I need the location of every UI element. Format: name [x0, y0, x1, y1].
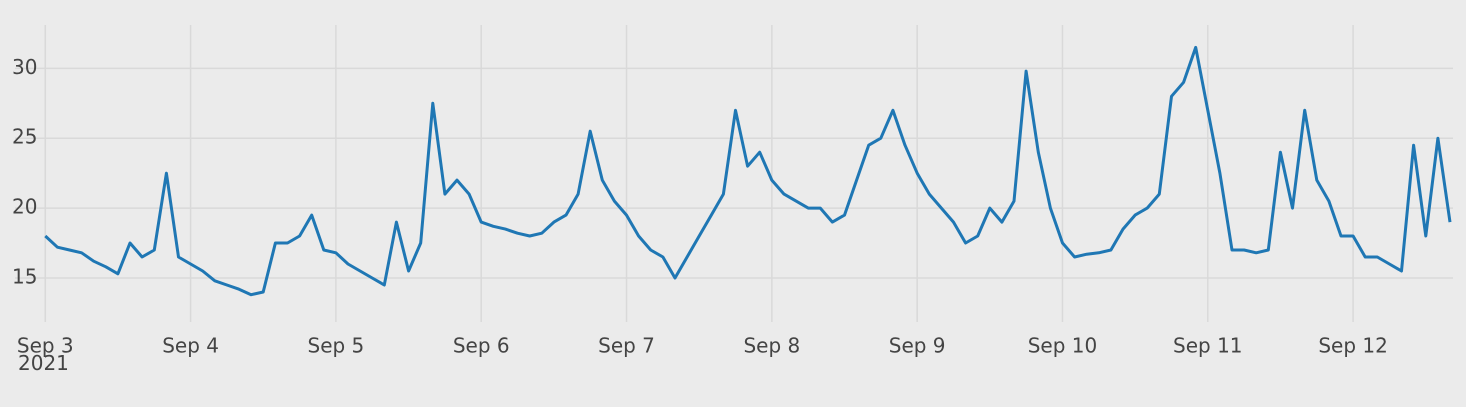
x-tick-label: Sep 5 [308, 334, 365, 358]
data-line [44, 45, 1452, 297]
y-tick-label: 25 [12, 125, 37, 149]
x-tick-label: Sep 7 [598, 334, 655, 358]
y-tick-label: 20 [12, 195, 37, 219]
x-tick-label: Sep 12 [1318, 334, 1388, 358]
x-tick-label: Sep 3 [17, 334, 74, 358]
y-tick-label: 30 [12, 55, 37, 79]
y-tick-label: 15 [12, 264, 37, 288]
x-tick-label: Sep 4 [162, 334, 219, 358]
x-tick-label: Sep 10 [1028, 334, 1098, 358]
x-tick-label: Sep 6 [453, 334, 510, 358]
x-year-label: 2021 [18, 351, 69, 375]
x-tick-label: Sep 9 [889, 334, 946, 358]
x-tick-label: Sep 11 [1173, 334, 1243, 358]
x-tick-label: Sep 8 [743, 334, 800, 358]
